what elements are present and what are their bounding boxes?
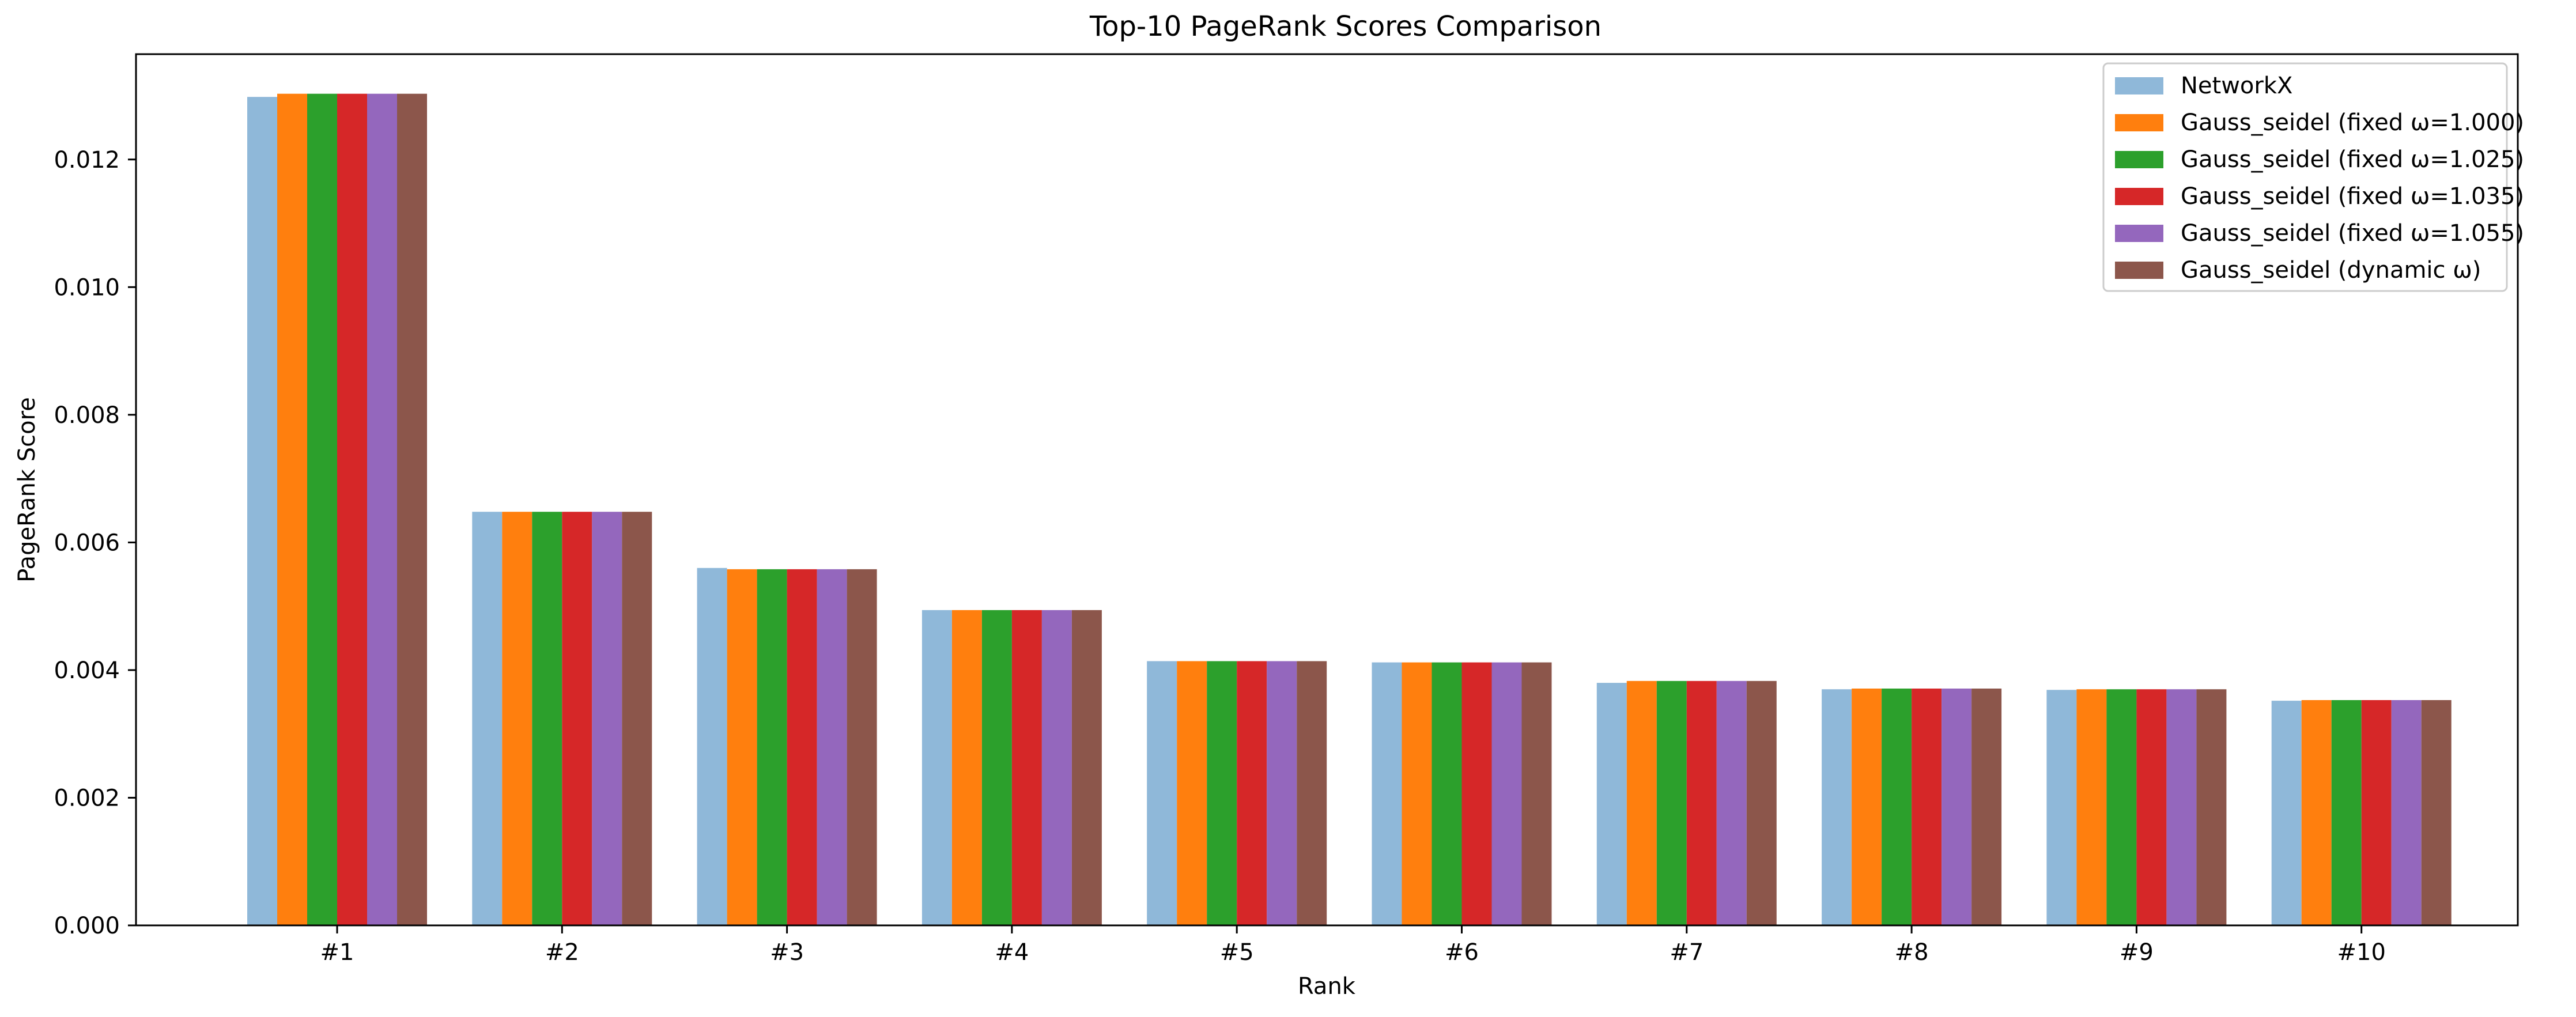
legend-swatch	[2115, 225, 2163, 242]
y-axis-label: PageRank Score	[14, 397, 40, 583]
bar	[247, 97, 277, 926]
bar	[472, 512, 503, 925]
legend-label: Gauss_seidel (fixed ω=1.000)	[2181, 109, 2524, 136]
y-axis: 0.000 0.002 0.004 0.006 0.008 0.010 0.012	[54, 147, 136, 939]
x-tick-label: #1	[320, 939, 354, 966]
bar	[697, 568, 727, 925]
bar	[277, 93, 307, 926]
bar	[1267, 661, 1297, 925]
x-tick-label: #4	[995, 939, 1029, 966]
bar	[817, 569, 847, 925]
legend: NetworkX Gauss_seidel (fixed ω=1.000) Gaus…	[2102, 62, 2524, 292]
bar	[1942, 689, 1972, 925]
bar	[2136, 689, 2167, 925]
bar	[1177, 661, 1207, 925]
y-tick-label: 0.012	[54, 147, 120, 173]
bar	[921, 610, 952, 925]
y-tick-label: 0.006	[54, 530, 120, 556]
bar	[1746, 680, 1777, 925]
bar	[847, 569, 877, 925]
plot-frame	[135, 53, 2519, 927]
bar	[1402, 662, 1432, 925]
bar	[2421, 700, 2452, 925]
bar	[1491, 662, 1522, 925]
y-tick-label: 0.010	[54, 274, 120, 301]
x-axis: #1 #2 #3 #4 #5 #6 #7 #8 #9 #10	[320, 925, 2386, 966]
bar	[1882, 689, 1912, 925]
legend-swatch	[2115, 77, 2163, 94]
bar	[1686, 680, 1717, 925]
bar	[1297, 661, 1327, 925]
x-axis-label: Rank	[1298, 973, 1356, 1000]
bar	[622, 512, 652, 925]
bar	[787, 569, 817, 925]
x-tick-label: #8	[1895, 939, 1929, 966]
bar	[532, 512, 562, 925]
legend-label: NetworkX	[2181, 73, 2292, 99]
bar	[1971, 689, 2002, 925]
bar	[1011, 610, 1042, 925]
x-tick-label: #5	[1220, 939, 1254, 966]
y-tick-label: 0.004	[54, 657, 120, 684]
bar	[562, 512, 592, 925]
x-tick-label: #10	[2337, 939, 2385, 966]
bar	[757, 569, 787, 925]
bar	[1626, 680, 1657, 925]
bar	[502, 512, 532, 925]
legend-swatch	[2115, 262, 2163, 279]
bar	[1596, 683, 1627, 925]
bar	[592, 512, 622, 925]
x-tick-label: #3	[770, 939, 804, 966]
bar	[2166, 689, 2197, 925]
bars-group	[247, 93, 2452, 926]
legend-swatch	[2115, 188, 2163, 205]
bar	[2076, 689, 2107, 925]
bar	[1237, 661, 1267, 925]
bar	[2331, 700, 2362, 925]
chart-title: Top-10 PageRank Scores Comparison	[1089, 10, 1601, 43]
bar	[1521, 662, 1552, 925]
bar	[2301, 700, 2332, 925]
bar	[1431, 662, 1462, 925]
bar	[397, 93, 427, 926]
bar	[981, 610, 1012, 925]
bar	[1041, 610, 1072, 925]
bar	[1716, 680, 1747, 925]
x-tick-label: #9	[2120, 939, 2154, 966]
bar	[1461, 662, 1492, 925]
legend-swatch	[2115, 151, 2163, 168]
bar	[2271, 701, 2302, 925]
bar	[2106, 689, 2137, 925]
bar	[1207, 661, 1237, 925]
y-tick-label: 0.002	[54, 785, 120, 811]
x-tick-label: #6	[1445, 939, 1479, 966]
legend-label: Gauss_seidel (fixed ω=1.035)	[2181, 183, 2524, 210]
bar	[1822, 689, 1852, 925]
bar	[1071, 610, 1102, 925]
bar	[307, 93, 337, 926]
legend-label: Gauss_seidel (fixed ω=1.025)	[2181, 146, 2524, 173]
bar	[337, 93, 367, 926]
bar	[1147, 661, 1177, 925]
legend-label: Gauss_seidel (dynamic ω)	[2181, 257, 2481, 283]
bar	[367, 93, 397, 926]
legend-box	[2102, 62, 2508, 292]
bar	[1852, 689, 1882, 925]
bar	[2196, 689, 2227, 925]
bar	[727, 569, 757, 925]
x-tick-label: #7	[1670, 939, 1704, 966]
bar	[2361, 700, 2392, 925]
bar	[2046, 690, 2077, 925]
y-tick-label: 0.000	[54, 913, 120, 939]
bar	[2391, 700, 2422, 925]
legend-label: Gauss_seidel (fixed ω=1.055)	[2181, 220, 2524, 247]
bar	[1656, 680, 1687, 925]
bar	[1912, 689, 1942, 925]
legend-swatch	[2115, 114, 2163, 131]
bar	[951, 610, 982, 925]
y-tick-label: 0.008	[54, 402, 120, 429]
bar	[1372, 662, 1402, 925]
x-tick-label: #2	[545, 939, 579, 966]
